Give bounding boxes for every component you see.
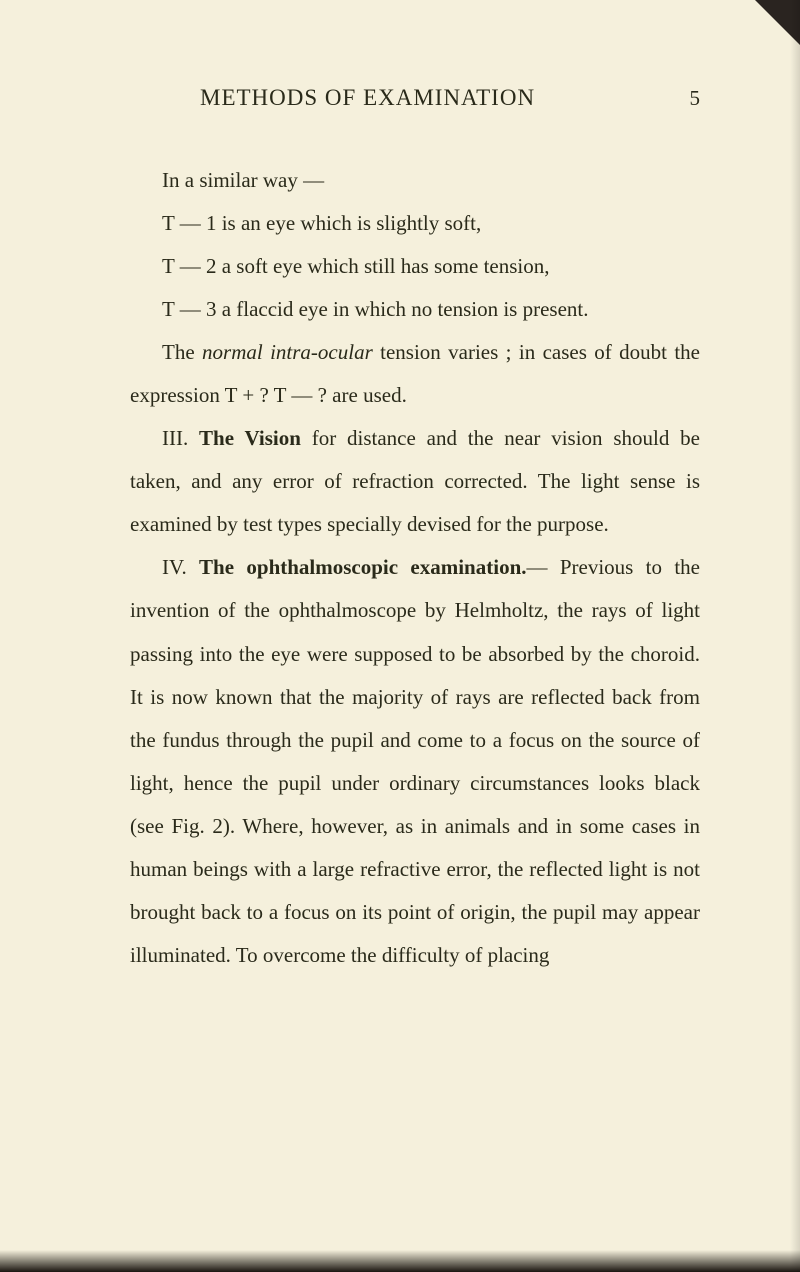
paragraph-2: T — 1 is an eye which is slightly soft, xyxy=(130,202,700,245)
section-number: III. xyxy=(162,426,199,450)
page-header: METHODS OF EXAMINATION 5 xyxy=(130,85,700,111)
bottom-shadow xyxy=(0,1250,800,1272)
right-edge-shadow xyxy=(790,0,800,1272)
bold-heading: The ophthalmoscopic examination. xyxy=(199,555,526,579)
running-header: METHODS OF EXAMINATION xyxy=(200,85,535,111)
paragraph-4: T — 3 a flaccid eye in which no tension … xyxy=(130,288,700,331)
paragraph-3: T — 2 a soft eye which still has some te… xyxy=(130,245,700,288)
text-span: — Previous to the invention of the ophth… xyxy=(130,555,700,966)
text-span: The xyxy=(162,340,202,364)
paragraph-1: In a similar way — xyxy=(130,159,700,202)
paragraph-7: IV. The ophthalmoscopic examination.— Pr… xyxy=(130,546,700,976)
paragraph-6: III. The Vision for distance and the nea… xyxy=(130,417,700,546)
italic-text: normal intra-ocular xyxy=(202,340,373,364)
page-number: 5 xyxy=(690,86,701,111)
bold-heading: The Vision xyxy=(199,426,301,450)
book-page: METHODS OF EXAMINATION 5 In a similar wa… xyxy=(0,0,800,1272)
body-text: In a similar way — T — 1 is an eye which… xyxy=(130,159,700,977)
section-number: IV. xyxy=(162,555,199,579)
paragraph-5: The normal intra-ocular tension varies ;… xyxy=(130,331,700,417)
